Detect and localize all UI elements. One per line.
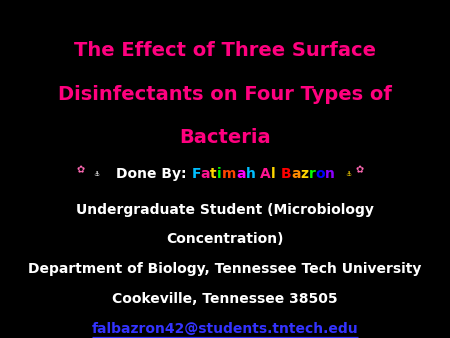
Text: h: h (245, 167, 255, 181)
Text: i: i (217, 167, 221, 181)
Text: l: l (271, 167, 275, 181)
Text: Concentration): Concentration) (166, 232, 284, 246)
Text: A: A (260, 167, 271, 181)
Text: Done By: Fatimah Al Bazron: Done By: Fatimah Al Bazron (116, 167, 334, 181)
Text: Cookeville, Tennessee 38505: Cookeville, Tennessee 38505 (112, 292, 338, 306)
Text: z: z (301, 167, 309, 181)
Text: m: m (221, 167, 236, 181)
Text: ✿: ✿ (77, 166, 85, 176)
Text: r: r (309, 167, 315, 181)
Text: ⚓: ⚓ (346, 171, 352, 177)
Text: The Effect of Three Surface: The Effect of Three Surface (74, 41, 376, 59)
Text: Department of Biology, Tennessee Tech University: Department of Biology, Tennessee Tech Un… (28, 262, 422, 276)
Text: Bacteria: Bacteria (179, 128, 271, 147)
Text: a: a (236, 167, 245, 181)
Text: a: a (201, 167, 210, 181)
Text: Done By:: Done By: (0, 331, 76, 338)
Text: Disinfectants on Four Types of: Disinfectants on Four Types of (58, 84, 392, 103)
Text: Undergraduate Student (Microbiology: Undergraduate Student (Microbiology (76, 202, 374, 217)
Text: o: o (315, 167, 325, 181)
Text: F: F (191, 167, 201, 181)
Text: ⚓: ⚓ (94, 171, 100, 177)
Text: B: B (280, 167, 291, 181)
Text: t: t (210, 167, 217, 181)
Text: Done By:: Done By: (116, 167, 191, 181)
Text: ✿: ✿ (356, 166, 364, 176)
Text: a: a (291, 167, 301, 181)
Text: falbazron42@students.tntech.edu: falbazron42@students.tntech.edu (92, 321, 358, 336)
Text: n: n (325, 167, 335, 181)
